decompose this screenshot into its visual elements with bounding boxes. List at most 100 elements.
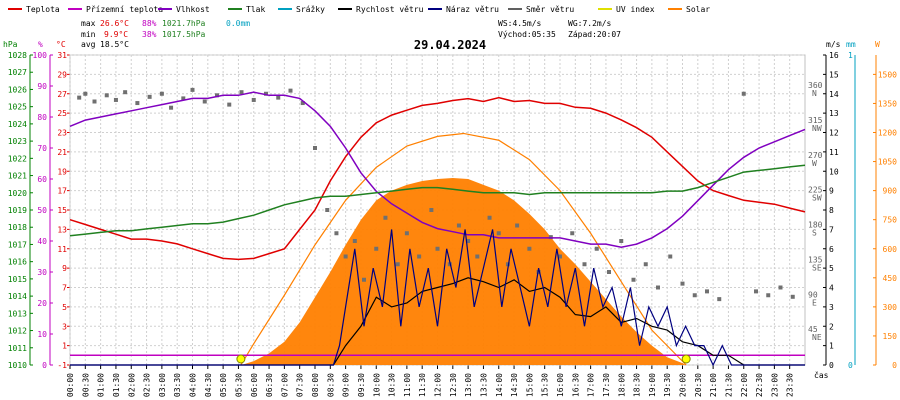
w-tick-label: 300 — [883, 303, 898, 312]
ms-tick-label: 5 — [829, 264, 834, 273]
w-tick-label: 1500 — [878, 70, 897, 79]
dir-compass-label: NW — [812, 124, 822, 133]
legend-label: Náraz větru — [446, 5, 499, 14]
wind-dir-point — [123, 90, 128, 95]
hpa-tick-label: 1026 — [8, 85, 27, 94]
pct-axis-unit: % — [38, 40, 43, 49]
w-axis-unit: W — [875, 40, 880, 49]
wind-dir-point — [717, 297, 722, 302]
wind-dir-point — [475, 254, 480, 259]
wind-dir-point — [239, 90, 244, 95]
stats-min-hum: 38% — [142, 30, 157, 39]
x-tick-label: 19:00 — [648, 373, 657, 397]
dir-compass-label: SW — [812, 194, 822, 203]
legend-label: Vlhkost — [176, 5, 210, 14]
wind-dir-point — [300, 101, 305, 106]
temp-tick-label: 3 — [62, 322, 67, 331]
wind-dir-point — [417, 254, 422, 259]
wind-dir-point — [594, 246, 599, 251]
sunset-marker — [681, 354, 691, 364]
hpa-tick-label: 1012 — [8, 327, 27, 336]
x-tick-label: 17:00 — [587, 373, 596, 397]
wind-dir-point — [656, 285, 660, 290]
wind-dir-point — [251, 97, 256, 102]
dir-compass-label: S — [812, 229, 817, 238]
series-solar-theory — [240, 132, 687, 366]
x-tick-label: 16:30 — [571, 373, 580, 397]
x-tick-label: 05:30 — [234, 373, 243, 397]
temp-axis-unit: °C — [56, 40, 66, 49]
stats-max-hum: 88% — [142, 19, 157, 28]
pct-tick-label: 80 — [37, 113, 47, 122]
wind-dir-point — [92, 99, 97, 104]
ms-tick-label: 15 — [829, 70, 839, 79]
wind-dir-point — [135, 101, 140, 106]
hpa-tick-label: 1015 — [8, 275, 27, 284]
legend: Teplota Přízemní teplota Vlhkost Tlak Srážky… — [8, 5, 710, 14]
temp-tick-label: 17 — [57, 187, 67, 196]
legend-item-4: Tlak — [228, 5, 265, 14]
wind-dir-point — [487, 215, 492, 220]
wind-dir-point — [754, 289, 758, 294]
x-tick-label: 07:30 — [296, 373, 305, 397]
stats-max-rain: 0.0mm — [226, 19, 250, 28]
legend-item-5: Srážky — [278, 5, 325, 14]
temp-tick-label: 11 — [57, 245, 67, 254]
dir-tick-label: 90 — [808, 290, 818, 299]
wind-dir-point — [215, 93, 219, 98]
pct-tick-label: 30 — [37, 268, 47, 277]
stats-min-label: min — [81, 30, 96, 39]
legend-item-8: Směr větru — [508, 5, 574, 14]
x-tick-label: 06:00 — [250, 373, 259, 397]
stats-max-temp: 26.6°C — [100, 19, 129, 28]
wind-dir-point — [147, 94, 152, 99]
x-axis-label: čas — [814, 370, 829, 380]
ms-tick-label: 8 — [829, 206, 834, 215]
pct-tick-label: 60 — [37, 175, 47, 184]
stats-min-temp: 9.9°C — [104, 30, 128, 39]
wind-dir-point — [352, 239, 357, 243]
dir-tick-label: 180 — [808, 221, 823, 230]
x-tick-label: 15:00 — [525, 373, 534, 397]
x-tick-label: 00:30 — [81, 373, 90, 397]
dir-tick-label: 270 — [808, 151, 823, 160]
wind-dir-point — [383, 215, 388, 220]
wind-dir-point — [466, 239, 471, 243]
pct-tick-label: 40 — [37, 237, 47, 246]
dir-tick-label: 360 — [808, 81, 823, 90]
wind-dir-point — [77, 95, 82, 100]
x-tick-label: 23:00 — [770, 373, 779, 397]
x-tick-label: 08:00 — [311, 373, 320, 397]
temp-tick-label: 23 — [57, 129, 67, 138]
x-tick-label: 18:30 — [633, 373, 642, 397]
x-tick-label: 23:30 — [786, 373, 795, 397]
ms-tick-label: 3 — [829, 303, 834, 312]
wind-dir-point — [181, 96, 186, 101]
legend-item-7: Náraz větru — [428, 5, 499, 14]
ms-tick-label: 16 — [829, 51, 839, 60]
x-tick-label: 18:00 — [617, 373, 626, 397]
hpa-tick-label: 1022 — [8, 154, 27, 163]
hpa-tick-label: 1019 — [8, 206, 27, 215]
axes: 00:00 00:30 01:00 01:30 02:00 02:30 03:00 03:30… — [3, 40, 897, 397]
series-ws — [70, 277, 805, 366]
hpa-tick-label: 1021 — [8, 172, 27, 181]
wind-dir-point — [325, 208, 330, 212]
ms-tick-label: 7 — [829, 225, 834, 234]
stats-avg-temp: 18.5°C — [100, 40, 129, 49]
legend-item-6: Rychlost větru — [338, 5, 424, 14]
dir-tick-label: 315 — [808, 116, 823, 125]
sunrise-marker — [236, 354, 246, 364]
x-tick-label: 04:00 — [189, 373, 198, 397]
series-press — [69, 164, 806, 237]
x-tick-label: 02:30 — [143, 373, 152, 397]
wind-dir-point — [558, 254, 562, 259]
sunrise: Východ:05:35 — [498, 30, 556, 39]
x-tick-label: 05:00 — [219, 373, 228, 397]
x-tick-label: 06:30 — [265, 373, 274, 397]
x-tick-label: 09:00 — [342, 373, 351, 397]
series-solar-area — [241, 178, 686, 365]
x-tick-label: 01:00 — [97, 373, 106, 397]
